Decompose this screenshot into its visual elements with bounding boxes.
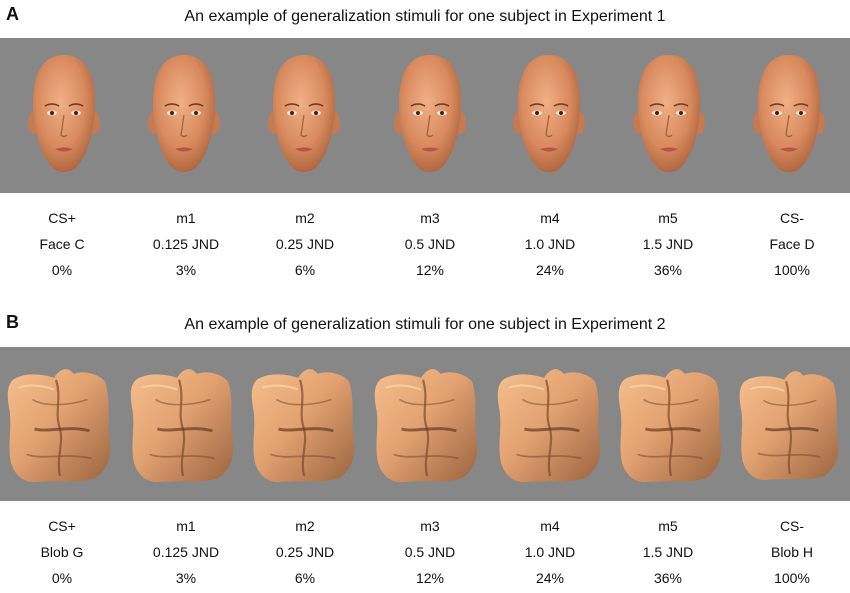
stimulus-label: CS- Blob H 100% (732, 513, 850, 591)
level-detail: 0.125 JND (152, 236, 220, 252)
level-detail: 1.0 JND (524, 236, 576, 252)
level-detail: 1.5 JND (642, 544, 694, 560)
face-icon (614, 38, 724, 193)
panel-b-letter: B (6, 312, 19, 332)
face-icon (9, 38, 119, 193)
blob-icon (494, 347, 604, 501)
level-percent: 6% (294, 570, 316, 586)
stimulus-label: m2 0.25 JND 6% (245, 513, 365, 591)
level-detail: 0.5 JND (404, 544, 456, 560)
level-percent: 100% (774, 570, 810, 586)
face-icon (375, 38, 485, 193)
level-detail: Blob G (40, 544, 84, 560)
stimulus-label: m2 0.25 JND 6% (245, 205, 365, 283)
blob-icon (734, 347, 844, 501)
stimulus-label: CS+ Face C 0% (2, 205, 122, 283)
level-name: m2 (295, 518, 315, 534)
stimulus-label: m3 0.5 JND 12% (370, 513, 490, 591)
blob-icon (248, 347, 358, 501)
stimulus-label: m3 0.5 JND 12% (370, 205, 490, 283)
blob-stimuli-labels: CS+ Blob G 0% m1 0.125 JND 3% m2 0.25 JND 6% m… (0, 513, 850, 593)
level-percent: 24% (535, 262, 565, 278)
level-name: m3 (420, 210, 440, 226)
level-percent: 12% (415, 570, 445, 586)
level-detail: Face D (769, 236, 815, 252)
stimulus-label: m5 1.5 JND 36% (608, 205, 728, 283)
level-percent: 24% (535, 570, 565, 586)
level-percent: 0% (51, 570, 73, 586)
face-icon (129, 38, 239, 193)
stimulus-label: m4 1.0 JND 24% (490, 205, 610, 283)
level-detail: 0.25 JND (275, 544, 335, 560)
panel-a-letter: A (6, 4, 19, 24)
level-detail: Face C (39, 236, 85, 252)
level-detail: 0.125 JND (152, 544, 220, 560)
stimulus-label: m4 1.0 JND 24% (490, 513, 610, 591)
face-stimuli-labels: CS+ Face C 0% m1 0.125 JND 3% m2 0.25 JND 6% m… (0, 205, 850, 285)
level-name: m5 (658, 210, 678, 226)
level-detail: 0.25 JND (275, 236, 335, 252)
level-name: CS+ (48, 518, 76, 534)
face-icon (249, 38, 359, 193)
level-percent: 6% (294, 262, 316, 278)
level-name: m3 (420, 518, 440, 534)
blob-stimuli-strip (0, 347, 850, 501)
level-percent: 100% (774, 262, 810, 278)
level-percent: 36% (653, 570, 683, 586)
panel-a-title: An example of generalization stimuli for… (184, 8, 666, 25)
level-detail: 1.5 JND (642, 236, 694, 252)
level-name: CS+ (48, 210, 76, 226)
level-percent: 3% (175, 262, 197, 278)
face-icon (494, 38, 604, 193)
level-percent: 12% (415, 262, 445, 278)
face-icon (734, 38, 844, 193)
panel-b-title: An example of generalization stimuli for… (184, 316, 666, 333)
stimulus-label: m1 0.125 JND 3% (126, 205, 246, 283)
level-percent: 3% (175, 570, 197, 586)
level-name: m4 (540, 518, 560, 534)
level-name: m1 (176, 210, 196, 226)
level-name: m1 (176, 518, 196, 534)
level-name: m5 (658, 518, 678, 534)
level-percent: 0% (51, 262, 73, 278)
blob-icon (615, 347, 725, 501)
level-name: CS- (779, 518, 805, 534)
level-name: m4 (540, 210, 560, 226)
level-detail: 0.5 JND (404, 236, 456, 252)
blob-icon (371, 347, 481, 501)
stimulus-label: m5 1.5 JND 36% (608, 513, 728, 591)
blob-icon (127, 347, 237, 501)
stimulus-label: m1 0.125 JND 3% (126, 513, 246, 591)
level-detail: Blob H (770, 544, 814, 560)
level-name: CS- (779, 210, 805, 226)
level-percent: 36% (653, 262, 683, 278)
blob-icon (4, 347, 114, 501)
stimulus-label: CS+ Blob G 0% (2, 513, 122, 591)
face-stimuli-strip (0, 38, 850, 193)
level-detail: 1.0 JND (524, 544, 576, 560)
level-name: m2 (295, 210, 315, 226)
stimulus-label: CS- Face D 100% (732, 205, 850, 283)
